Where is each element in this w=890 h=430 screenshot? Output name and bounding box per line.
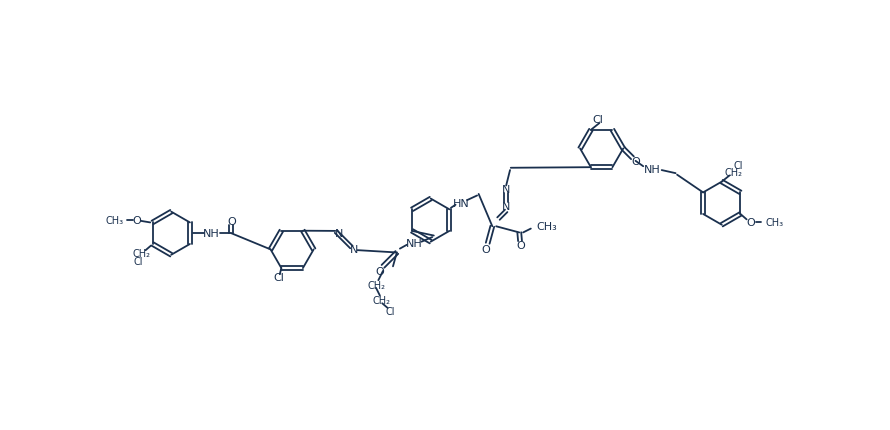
- Text: CH₃: CH₃: [105, 215, 124, 226]
- Text: CH₂: CH₂: [368, 280, 386, 290]
- Text: HN: HN: [452, 199, 469, 209]
- Text: O: O: [227, 216, 236, 226]
- Text: CH₃: CH₃: [536, 222, 557, 232]
- Text: Cl: Cl: [386, 306, 395, 316]
- Text: Cl: Cl: [134, 256, 143, 266]
- Text: NH: NH: [644, 164, 661, 174]
- Text: CH₃: CH₃: [765, 217, 783, 227]
- Text: O: O: [516, 240, 525, 250]
- Text: Cl: Cl: [734, 160, 743, 170]
- Text: N: N: [351, 244, 359, 254]
- Text: O: O: [481, 245, 490, 255]
- Text: O: O: [631, 157, 640, 166]
- Text: CH₂: CH₂: [724, 168, 742, 178]
- Text: N: N: [335, 229, 344, 239]
- Text: O: O: [376, 266, 384, 276]
- Text: Cl: Cl: [273, 273, 285, 283]
- Text: NH: NH: [203, 229, 220, 239]
- Text: CH₂: CH₂: [133, 249, 150, 258]
- Text: N: N: [502, 202, 510, 212]
- Text: Cl: Cl: [593, 115, 603, 125]
- Text: O: O: [133, 215, 142, 226]
- Text: NH: NH: [406, 239, 422, 249]
- Text: N: N: [502, 185, 510, 195]
- Text: O: O: [747, 217, 756, 227]
- Text: CH₂: CH₂: [372, 295, 391, 305]
